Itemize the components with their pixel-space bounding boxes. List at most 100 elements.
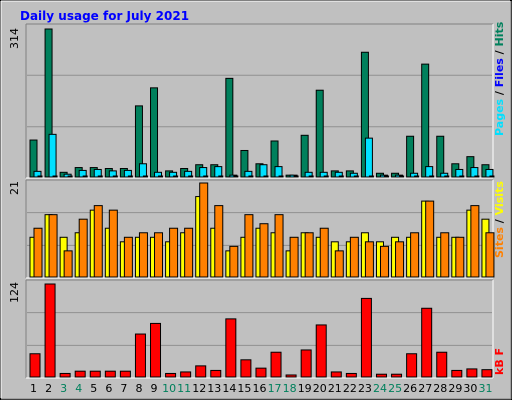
pages-bar (429, 175, 435, 178)
hits-bar (406, 135, 415, 178)
pages-bar (82, 175, 88, 178)
day-label: 24 (373, 382, 387, 395)
sites-bar (334, 250, 344, 278)
legend-hits: Hits (493, 21, 506, 46)
day-labels: 1 2 3 4 5 6 7 8 9 10 11 12 13 14 15 16 17 18 19 20 21 22 23 24 2… (30, 382, 492, 395)
day-label: 6 (105, 382, 112, 395)
files-bar (48, 133, 57, 178)
files-bar (274, 166, 283, 178)
sites-bar (154, 232, 164, 278)
kbytes-bar (119, 370, 131, 378)
day-label: 28 (433, 382, 447, 395)
chart-title: Daily usage for July 2021 (20, 9, 189, 23)
pages-bar (338, 175, 344, 178)
pages-bar (263, 175, 269, 178)
sites-bar (364, 241, 374, 278)
legend-files: Files (493, 58, 506, 88)
kbytes-bar (180, 371, 192, 378)
kbytes-bar (255, 367, 267, 378)
sites-bar (138, 232, 148, 278)
kbytes-bar (195, 365, 207, 378)
pages-bar (97, 175, 103, 178)
day-label: 30 (463, 382, 477, 395)
pages-bar (203, 175, 209, 178)
kbytes-bar (165, 372, 177, 378)
pages-bar (293, 175, 299, 178)
legend-visits: Visits (493, 181, 506, 216)
hits-panel (25, 23, 495, 179)
hits-bar (436, 135, 445, 178)
files-bar (214, 166, 223, 178)
pages-bar (383, 175, 389, 178)
day-label: 12 (192, 382, 206, 395)
kbytes-bar (466, 368, 478, 378)
day-label: 22 (343, 382, 357, 395)
pages-bar (173, 175, 179, 178)
kbytes-bar (375, 373, 387, 378)
pages-bar (158, 175, 164, 178)
pages-bar (414, 175, 420, 178)
sites-bar (395, 241, 405, 278)
sites-bar (379, 245, 389, 278)
visits-panel (25, 179, 495, 279)
sites-bar (440, 232, 450, 278)
sites-bar (169, 227, 179, 278)
day-label: 13 (207, 382, 221, 395)
kbytes-bar (451, 369, 463, 378)
kbytes-bar (315, 324, 327, 378)
day-label: 27 (418, 382, 432, 395)
kbytes-legend: kB F (493, 348, 506, 375)
day-label: 31 (478, 382, 492, 395)
day-label: 1 (30, 382, 37, 395)
kbytes-bar (29, 353, 41, 378)
kbytes-bar (225, 318, 237, 378)
sites-bar (289, 236, 299, 278)
hits-bar (150, 87, 159, 178)
sites-bar (33, 227, 43, 278)
pages-bar (459, 175, 465, 178)
day-label: 14 (222, 382, 236, 395)
sites-bar (485, 232, 495, 278)
sites-bar (274, 214, 284, 278)
pages-bar (399, 175, 405, 178)
day-label: 29 (448, 382, 462, 395)
visits-max-label: 21 (8, 181, 21, 195)
sites-bar (410, 232, 420, 278)
pages-bar (323, 175, 329, 178)
pages-bar (188, 175, 194, 178)
kbytes-panel (25, 279, 494, 379)
pages-bar (37, 175, 43, 178)
kbytes-bar (360, 297, 372, 378)
pages-bar (489, 175, 495, 178)
svg-text:Pages / Files / Hits: Pages / Files / Hits (493, 21, 506, 136)
files-bar (259, 164, 268, 178)
kbytes-bar (481, 369, 493, 378)
kbytes-bar (210, 369, 222, 378)
pages-bar (474, 175, 480, 178)
day-label: 3 (60, 382, 67, 395)
day-label: 15 (237, 382, 251, 395)
panel-background (26, 24, 493, 178)
day-label: 20 (313, 382, 327, 395)
kbytes-bar (391, 373, 403, 378)
day-label: 10 (162, 382, 176, 395)
day-label: 23 (358, 382, 372, 395)
day-label: 17 (268, 382, 282, 395)
pages-bar (112, 175, 118, 178)
hits-legend: Pages / Files / Hits (493, 21, 506, 136)
pages-bar (233, 175, 239, 178)
kbytes-bar (330, 371, 342, 378)
kbytes-bar (89, 370, 101, 378)
sites-bar (199, 182, 209, 278)
sites-bar (214, 205, 224, 278)
sites-bar (304, 232, 314, 278)
day-label: 16 (253, 382, 267, 395)
sites-bar (184, 227, 194, 278)
pages-bar (248, 175, 254, 178)
kbytes-bar (150, 322, 162, 378)
kbytes-bar (74, 370, 86, 378)
kbytes-bar (104, 370, 116, 378)
files-bar (364, 137, 373, 178)
pages-bar (52, 175, 58, 178)
pages-bar (444, 175, 450, 178)
